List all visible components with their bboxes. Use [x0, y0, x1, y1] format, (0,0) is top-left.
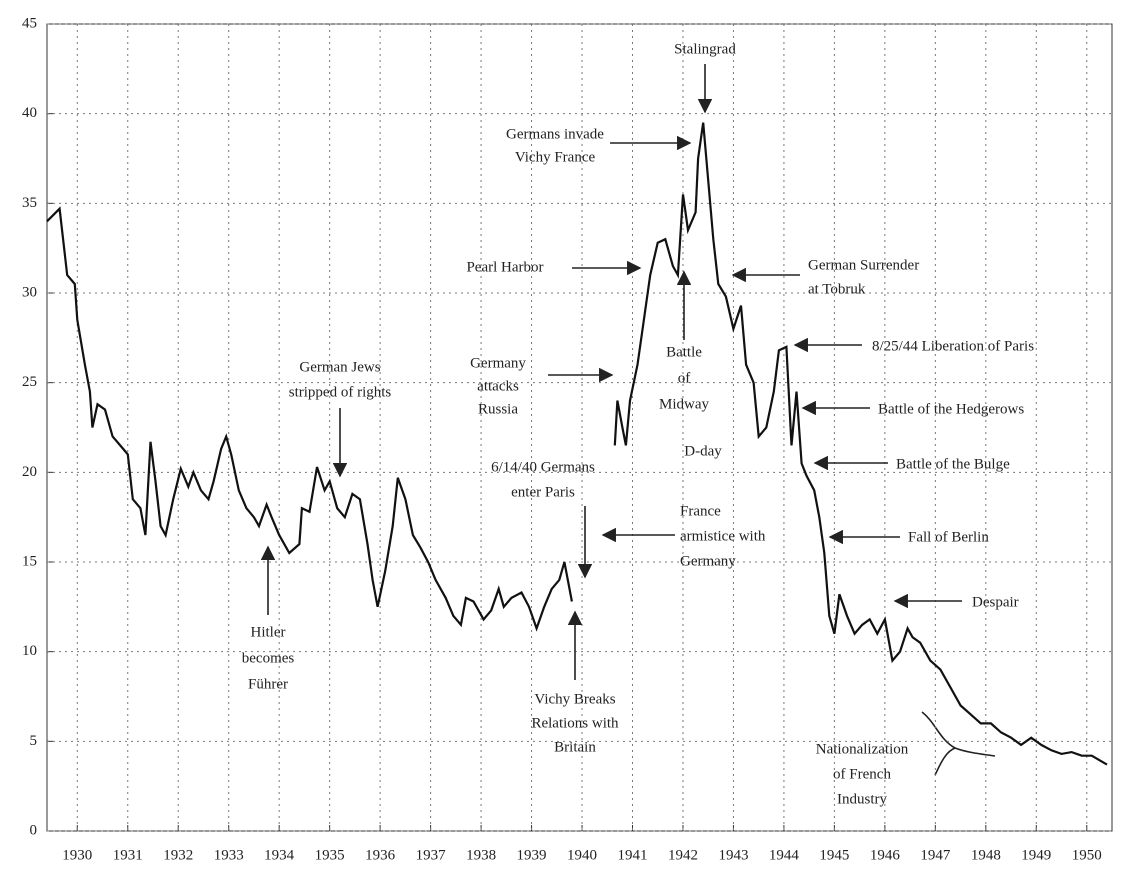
annotation: Vichy France: [515, 149, 596, 165]
annotation: Battle of the Hedgerows: [878, 401, 1024, 417]
annotation: Relations with: [531, 715, 619, 731]
annotation: Vichy Breaks: [534, 691, 615, 707]
annotation: D-day: [684, 443, 722, 459]
annotation: German Jews: [299, 359, 380, 375]
annotation: Russia: [478, 401, 518, 417]
x-tick-label: 1935: [315, 847, 345, 863]
annotation: enter Paris: [511, 484, 575, 500]
annotation: Stalingrad: [674, 41, 736, 57]
annotation: 8/25/44 Liberation of Paris: [872, 338, 1034, 354]
plot-frame: [46, 23, 1113, 832]
x-tick-label: 1931: [113, 847, 143, 863]
y-tick-label: 5: [30, 733, 38, 749]
x-tick-label: 1930: [62, 847, 92, 863]
annotation: Führer: [248, 676, 288, 692]
y-tick-label: 30: [22, 284, 37, 300]
annotation: Germany: [470, 355, 526, 371]
x-tick-label: 1941: [617, 847, 647, 863]
annotation: Fall of Berlin: [908, 529, 989, 545]
x-tick-label: 1948: [971, 847, 1001, 863]
y-tick-label: 35: [22, 195, 37, 211]
y-tick-label: 25: [22, 374, 37, 390]
x-tick-label: 1939: [517, 847, 547, 863]
annotation: France: [680, 503, 721, 519]
data-line: [46, 122, 1108, 766]
x-tick-label: 1936: [365, 847, 396, 863]
annotation: Battle: [666, 344, 702, 360]
annotation: of French: [833, 766, 891, 782]
x-tick-label: 1947: [920, 847, 951, 863]
x-tick-label: 1944: [769, 847, 800, 863]
x-tick-label: 1940: [567, 847, 597, 863]
annotation: 6/14/40 Germans: [491, 459, 595, 475]
x-tick-label: 1938: [466, 847, 496, 863]
annotation: Despair: [972, 594, 1019, 610]
x-tick-label: 1933: [214, 847, 244, 863]
y-tick-label: 45: [22, 15, 37, 31]
x-tick-label: 1943: [718, 847, 748, 863]
x-tick-label: 1932: [163, 847, 193, 863]
annotation: German Surrender: [808, 257, 919, 273]
annotation: Britain: [554, 739, 596, 755]
annotation: Hitler: [251, 624, 286, 640]
x-tick-label: 1946: [870, 847, 901, 863]
annotation: at Tobruk: [808, 281, 866, 297]
annotation: Battle of the Bulge: [896, 456, 1010, 472]
annotation: attacks: [477, 378, 519, 394]
x-tick-label: 1937: [416, 847, 447, 863]
x-tick-label: 1950: [1072, 847, 1102, 863]
annotation: Midway: [659, 396, 709, 412]
annotation: Germany: [680, 553, 736, 569]
x-tick-label: 1934: [264, 847, 295, 863]
y-tick-label: 0: [30, 822, 38, 838]
brace: [921, 711, 996, 776]
x-tick-label: 1942: [668, 847, 698, 863]
annotation: Pearl Harbor: [466, 259, 543, 275]
y-tick-label: 20: [22, 464, 37, 480]
y-tick-label: 15: [22, 553, 37, 569]
annotation: stripped of rights: [289, 384, 392, 400]
y-tick-label: 40: [22, 105, 37, 121]
x-tick-label: 1945: [819, 847, 849, 863]
annotation: Germans invade: [506, 126, 604, 142]
annotation: Industry: [837, 791, 887, 807]
annotation: becomes: [242, 650, 295, 666]
annotation: armistice with: [680, 528, 766, 544]
y-tick-label: 10: [22, 643, 37, 659]
annotation: Nationalization: [816, 741, 909, 757]
annotation: of: [678, 370, 691, 386]
x-tick-label: 1949: [1021, 847, 1051, 863]
